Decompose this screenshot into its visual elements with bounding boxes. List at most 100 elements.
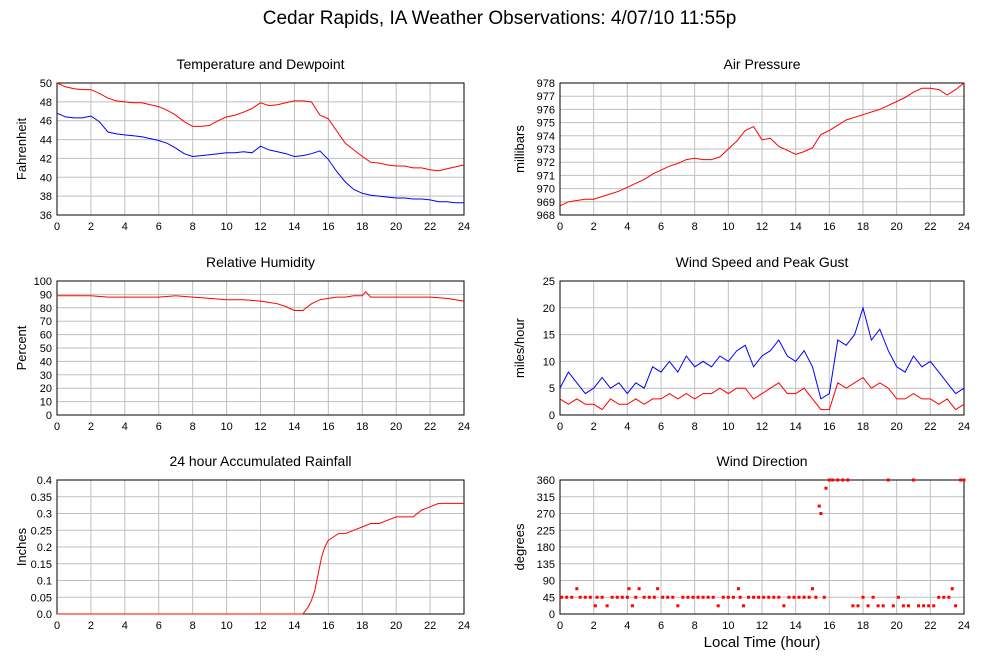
- chart-6-series-1-point: [807, 595, 811, 599]
- chart-3-xtick-label: 4: [122, 421, 128, 433]
- chart-6-xtick-label: 20: [891, 620, 903, 632]
- chart-6-series-1-point: [824, 486, 828, 490]
- chart-6-ytick-label: 90: [543, 576, 555, 588]
- chart-6-ytick-label: 225: [537, 525, 555, 537]
- chart-6-series-1-point: [738, 595, 742, 599]
- chart-6-series-1-point: [802, 595, 806, 599]
- chart-6-series-1-point: [747, 595, 751, 599]
- chart-3-xtick-label: 18: [356, 421, 368, 433]
- chart-1-series-2-line: [56, 112, 464, 204]
- chart-6-series-1-point: [583, 595, 587, 599]
- chart-6-series-1-point: [814, 595, 818, 599]
- chart-4-xtick-label: 24: [958, 421, 970, 433]
- chart-1-ytick-label: 42: [40, 153, 52, 165]
- chart-2-xtick-label: 4: [624, 221, 630, 233]
- chart-2-ytick-label: 968: [537, 210, 555, 222]
- chart-6-series-1-point: [647, 595, 651, 599]
- chart-1-title: Temperature and Dewpoint: [176, 56, 344, 72]
- chart-1-ylabel: Fahrenheit: [14, 118, 29, 181]
- chart-4-xtick-label: 0: [557, 421, 563, 433]
- chart-6-series-1-point: [947, 595, 951, 599]
- chart-1-ytick-label: 50: [40, 78, 52, 90]
- chart-6-series-1-point: [595, 595, 599, 599]
- chart-6-series-1-point: [841, 478, 845, 482]
- chart-4-xtick-label: 2: [591, 421, 597, 433]
- chart-5-ytick-label: 0.4: [37, 475, 52, 487]
- chart-6-series-1-point: [706, 595, 710, 599]
- chart-1-xtick-label: 16: [322, 221, 334, 233]
- chart-6-series-1-point: [656, 587, 660, 591]
- chart-6-xtick-label: 16: [823, 620, 835, 632]
- chart-6-series-1-point: [827, 478, 831, 482]
- chart-3-ytick-label: 60: [40, 330, 52, 342]
- chart-1-xtick-label: 10: [220, 221, 232, 233]
- chart-6-series-1-point: [711, 595, 715, 599]
- chart-6-series-1-point: [787, 595, 791, 599]
- chart-5-xtick-label: 14: [288, 620, 300, 632]
- chart-2-xtick-label: 14: [790, 221, 802, 233]
- chart-4-series-2-line: [559, 376, 965, 411]
- chart-5-xtick-label: 6: [156, 620, 162, 632]
- chart-6-ytick-label: 135: [537, 559, 555, 571]
- chart-6-series-1-point: [917, 604, 921, 608]
- chart-4-xtick-label: 20: [891, 421, 903, 433]
- chart-5-xtick-label: 16: [322, 620, 334, 632]
- chart-6-series-1-point: [615, 595, 619, 599]
- chart-3-xtick-label: 24: [458, 421, 470, 433]
- chart-2-xtick-label: 0: [557, 221, 563, 233]
- chart-3-ylabel: Percent: [14, 325, 29, 370]
- chart-1-ytick-label: 46: [40, 116, 52, 128]
- chart-6-series-1-point: [605, 604, 609, 608]
- chart-4-series-1-line: [559, 305, 965, 400]
- chart-1-ytick-label: 40: [40, 172, 52, 184]
- chart-2-xtick-label: 20: [891, 221, 903, 233]
- chart-6-series-1-point: [797, 595, 801, 599]
- chart-2-ytick-label: 977: [537, 91, 555, 103]
- chart-4-ytick-label: 10: [543, 356, 555, 368]
- chart-6-series-1-point: [726, 595, 730, 599]
- chart-6-series-1-point: [570, 595, 574, 599]
- chart-6-series-1-point: [671, 595, 675, 599]
- chart-6-series-1-point: [922, 604, 926, 608]
- chart-2-ytick-label: 972: [537, 157, 555, 169]
- chart-6-series-1-point: [937, 595, 941, 599]
- chart-6-series-1-point: [782, 604, 786, 608]
- chart-2-xtick-label: 22: [924, 221, 936, 233]
- chart-5-ytick-label: 0.25: [31, 525, 52, 537]
- chart-6-series-1-point: [932, 604, 936, 608]
- chart-3-xtick-label: 8: [190, 421, 196, 433]
- chart-4-ytick-label: 20: [543, 303, 555, 315]
- chart-4-ytick-label: 5: [549, 383, 555, 395]
- chart-1-xtick-label: 18: [356, 221, 368, 233]
- chart-6-series-1-point: [642, 595, 646, 599]
- chart-3-ytick-label: 20: [40, 383, 52, 395]
- chart-2-title: Air Pressure: [723, 56, 800, 72]
- chart-6-xtick-label: 24: [958, 620, 970, 632]
- chart-2-xtick-label: 16: [823, 221, 835, 233]
- chart-5-xtick-label: 24: [458, 620, 470, 632]
- chart-5-xtick-label: 2: [88, 620, 94, 632]
- chart-6-series-1-point: [851, 604, 855, 608]
- chart-6-series-1-point: [772, 595, 776, 599]
- chart-5-xtick-label: 18: [356, 620, 368, 632]
- chart-6-series-1-point: [676, 604, 680, 608]
- chart-3-title: Relative Humidity: [206, 254, 315, 270]
- chart-2-ylabel: millibars: [512, 125, 527, 173]
- chart-6-series-1-point: [792, 595, 796, 599]
- chart-6-xtick-label: 2: [591, 620, 597, 632]
- chart-4-ytick-label: 0: [549, 410, 555, 422]
- chart-1-xtick-label: 22: [424, 221, 436, 233]
- chart-6-ylabel: degrees: [512, 523, 527, 570]
- chart-6-series-1-point: [661, 595, 665, 599]
- chart-1-xtick-label: 0: [54, 221, 60, 233]
- chart-6-ytick-label: 315: [537, 492, 555, 504]
- chart-6-ytick-label: 180: [537, 542, 555, 554]
- chart-4-xtick-label: 14: [790, 421, 802, 433]
- chart-3-ytick-label: 100: [34, 276, 52, 288]
- chart-6-series-1-point: [856, 604, 860, 608]
- chart-5-ylabel: Inches: [14, 527, 29, 566]
- chart-6-series-1-point: [757, 595, 761, 599]
- chart-2-ytick-label: 976: [537, 104, 555, 116]
- chart-3-ytick-label: 70: [40, 316, 52, 328]
